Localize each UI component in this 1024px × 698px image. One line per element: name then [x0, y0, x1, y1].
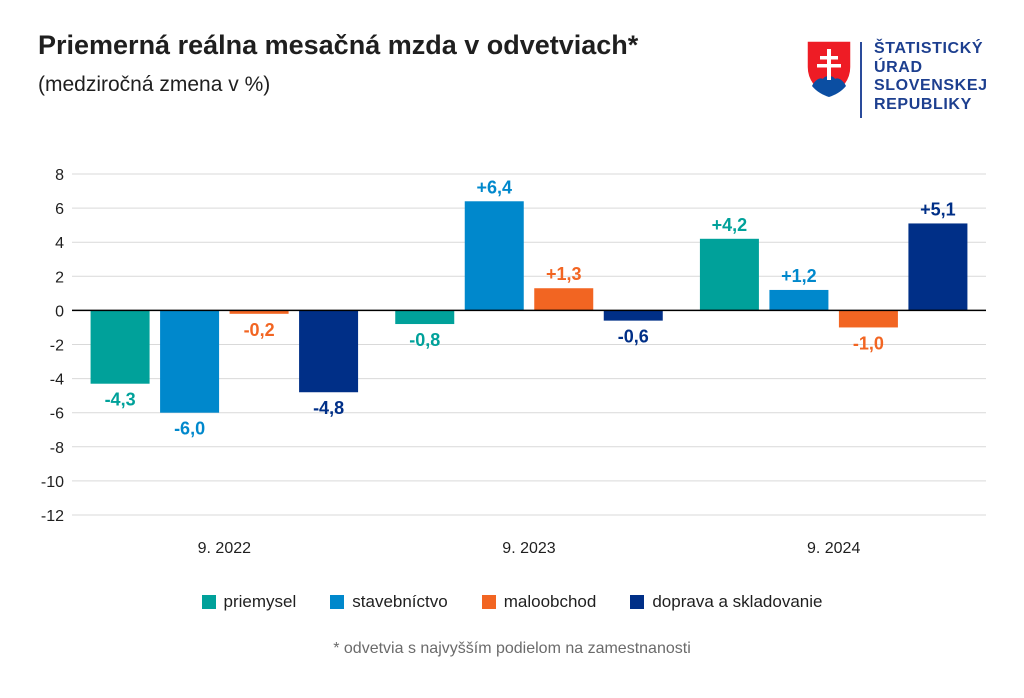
org-line: ŠTATISTICKÝ [874, 40, 984, 57]
bar-maloobchod [838, 310, 898, 328]
data-label: -0,8 [409, 330, 440, 350]
logo-divider [860, 42, 862, 118]
bar-doprava [908, 223, 968, 311]
legend-item-maloobchod: maloobchod [481, 592, 597, 612]
x-tick-label: 9. 2022 [198, 540, 251, 557]
data-label: +5,1 [920, 199, 956, 219]
org-line: ÚRAD [874, 58, 923, 76]
data-label: +6,4 [476, 177, 512, 197]
legend-swatch [330, 595, 345, 609]
org-line: REPUBLIKY [874, 95, 972, 113]
org-line: SLOVENSKEJ [874, 77, 988, 94]
legend-label: doprava a skladovanie [652, 592, 823, 611]
legend-swatch [630, 595, 645, 609]
data-label: -4,8 [313, 398, 344, 418]
y-tick-label: 6 [55, 201, 64, 218]
data-label: +1,2 [781, 266, 817, 286]
y-tick-label: 4 [55, 235, 64, 252]
bar-maloobchod [229, 310, 289, 314]
legend-swatch [201, 595, 216, 609]
data-label: +1,3 [546, 264, 582, 284]
bar-maloobchod [534, 288, 594, 311]
bar-priemysel [699, 238, 759, 311]
y-tick-label: -10 [41, 474, 64, 491]
x-tick-label: 9. 2024 [807, 540, 860, 557]
y-tick-label: 0 [55, 303, 64, 320]
x-tick-label: 9. 2023 [502, 540, 555, 557]
y-tick-label: -12 [41, 508, 64, 525]
statistical-office-logo: ŠTATISTICKÝ ÚRAD SLOVENSKEJ REPUBLIKY [806, 40, 1006, 122]
data-label: -0,2 [244, 320, 275, 340]
chart-subtitle: (medziročná zmena v %) [38, 73, 271, 96]
y-tick-label: -8 [50, 440, 64, 457]
bar-stavebnictvo [160, 310, 220, 413]
bar-doprava [603, 310, 663, 321]
y-tick-label: 2 [55, 269, 64, 286]
organization-name: ŠTATISTICKÝ ÚRAD SLOVENSKEJ REPUBLIKY [874, 40, 988, 114]
bar-priemysel [90, 310, 150, 384]
y-tick-label: 8 [55, 167, 64, 184]
data-label: -1,0 [853, 333, 884, 353]
data-label: +4,2 [712, 215, 748, 235]
y-tick-label: -4 [50, 372, 64, 389]
slovak-coat-of-arms-icon [806, 40, 852, 98]
bar-stavebnictvo [769, 289, 829, 311]
legend-item-stavebnictvo: stavebníctvo [330, 592, 448, 612]
chart-legend: priemysel stavebníctvo maloobchod doprav… [0, 592, 1024, 612]
legend-item-doprava: doprava a skladovanie [630, 592, 822, 612]
data-label: -6,0 [174, 419, 205, 439]
y-tick-label: -6 [50, 406, 64, 423]
legend-swatch [481, 595, 496, 609]
legend-label: maloobchod [503, 592, 597, 611]
data-label: -4,3 [105, 390, 136, 410]
y-tick-label: -2 [50, 338, 64, 355]
legend-item-priemysel: priemysel [201, 592, 297, 612]
bar-priemysel [395, 310, 455, 325]
data-label: -0,6 [618, 327, 649, 347]
legend-label: stavebníctvo [352, 592, 448, 611]
legend-label: priemysel [223, 592, 297, 611]
bar-doprava [299, 310, 359, 393]
chart-title: Priemerná reálna mesačná mzda v odvetvia… [38, 30, 639, 60]
footnote: * odvetvia s najvyšším podielom na zames… [333, 640, 691, 657]
bar-stavebnictvo [464, 201, 524, 311]
